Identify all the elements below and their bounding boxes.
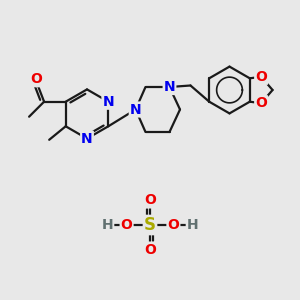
Text: N: N <box>81 132 93 145</box>
Text: O: O <box>255 70 267 84</box>
Text: O: O <box>144 194 156 207</box>
Text: N: N <box>164 80 175 94</box>
Text: O: O <box>167 218 179 232</box>
Text: O: O <box>144 243 156 256</box>
Text: S: S <box>144 216 156 234</box>
Text: N: N <box>103 95 114 109</box>
Text: H: H <box>187 218 198 232</box>
Text: O: O <box>255 96 267 110</box>
Text: N: N <box>130 103 141 116</box>
Text: O: O <box>121 218 133 232</box>
Text: H: H <box>102 218 113 232</box>
Text: O: O <box>31 72 43 86</box>
